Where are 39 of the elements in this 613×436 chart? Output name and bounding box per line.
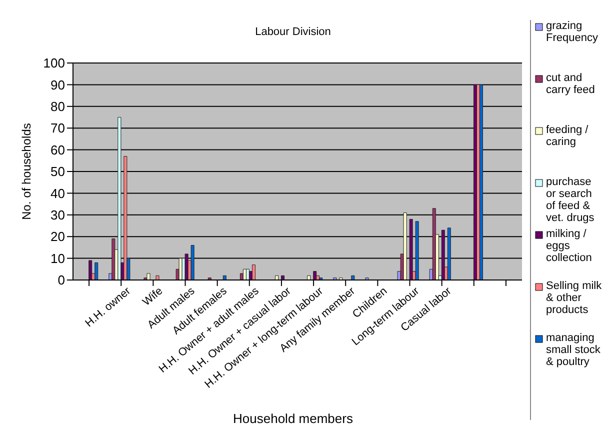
bar <box>252 264 256 280</box>
bar <box>432 208 436 280</box>
y-tick-label: 10 <box>50 250 65 266</box>
bar <box>88 260 92 280</box>
y-tick-label: 50 <box>50 164 65 180</box>
legend-label: feeding / caring <box>546 124 590 148</box>
y-tick-label: 60 <box>50 142 65 158</box>
legend-label: purchase or search of feed & vet. drugs <box>546 176 596 224</box>
y-tick-label: 30 <box>50 208 65 223</box>
bar <box>124 156 128 280</box>
bar <box>190 245 194 280</box>
legend-label: grazing Frequency <box>546 20 599 44</box>
y-tick-label: 20 <box>50 229 65 244</box>
legend-label: milking / eggs collection <box>546 228 593 264</box>
y-tick-label: 40 <box>50 186 65 201</box>
legend-label: cut and carry feed <box>546 72 596 96</box>
bar <box>409 218 413 280</box>
x-axis-title: Household members <box>232 411 354 426</box>
bar <box>156 275 160 280</box>
bar <box>479 84 483 280</box>
bar <box>94 262 98 280</box>
chart-title: Labour Division <box>254 26 332 38</box>
y-tick-label: 90 <box>50 77 65 92</box>
bar <box>118 117 122 280</box>
y-tick-label: 70 <box>50 120 65 136</box>
y-tick-label: 80 <box>50 99 65 114</box>
legend-label: managing small stock & poultry <box>546 332 602 368</box>
bar <box>146 273 150 280</box>
y-tick-label: 0 <box>58 272 65 288</box>
x-tick-label: Wife <box>140 285 166 308</box>
bar <box>441 230 445 280</box>
bar <box>184 254 188 280</box>
bar <box>447 228 451 280</box>
bar <box>415 221 419 280</box>
legend-label: Selling milk & other products <box>546 280 603 316</box>
y-axis-title: No. of households <box>19 123 34 220</box>
bar <box>403 212 407 280</box>
bar <box>313 271 317 280</box>
y-tick-label: 100 <box>43 56 65 71</box>
